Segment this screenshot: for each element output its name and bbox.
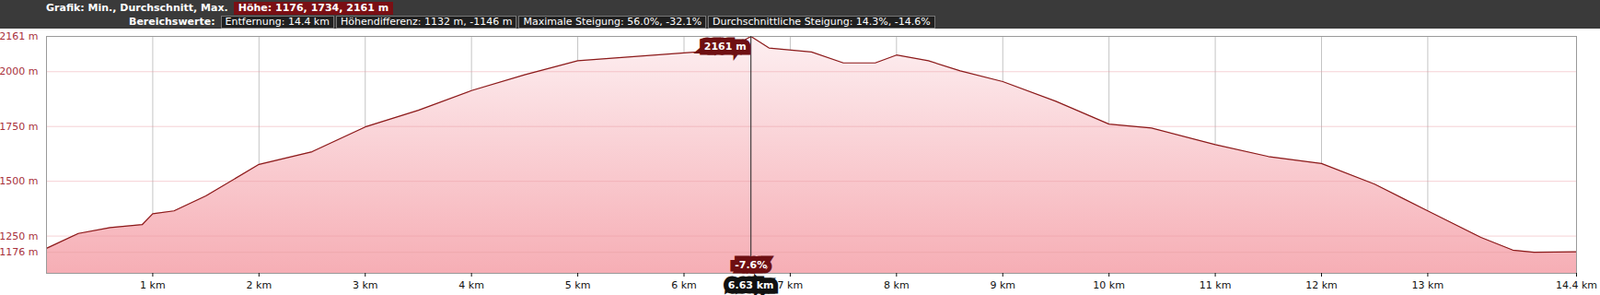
svg-text:2 km: 2 km [246, 278, 273, 291]
svg-text:2000 m: 2000 m [0, 65, 39, 78]
svg-text:1500 m: 1500 m [0, 174, 39, 187]
svg-text:11 km: 11 km [1199, 278, 1232, 291]
svg-text:1750 m: 1750 m [0, 120, 39, 133]
svg-text:9 km: 9 km [989, 278, 1016, 291]
svg-text:13 km: 13 km [1412, 278, 1445, 291]
svg-text:4 km: 4 km [458, 278, 485, 291]
svg-text:1176 m: 1176 m [0, 245, 39, 258]
svg-text:6 km: 6 km [671, 278, 697, 291]
svg-text:12 km: 12 km [1305, 278, 1338, 291]
html-text:Entfernung: 14.4 km: Entfernung: 14.4 km [225, 15, 330, 28]
html-text:Bereichswerte:: Bereichswerte: [128, 15, 216, 28]
html-text:Durchschnittliche Steigung: 14: Durchschnittliche Steigung: 14.3%, -14.6… [712, 15, 931, 28]
svg-text:14.4 km: 14.4 km [1555, 278, 1598, 291]
svg-text:1 km: 1 km [139, 278, 166, 291]
svg-text:10 km: 10 km [1092, 278, 1125, 291]
svg-text:1250 m: 1250 m [0, 230, 39, 243]
html-text:Grafik: Min., Durchschnitt, Ma: Grafik: Min., Durchschnitt, Max. [46, 1, 229, 14]
svg-text:2161 m: 2161 m [0, 30, 39, 43]
html-text:Höhe: 1176, 1734, 2161 m: Höhe: 1176, 1734, 2161 m [238, 1, 389, 14]
svg-text:8 km: 8 km [883, 278, 910, 291]
svg-text:6.63 km: 6.63 km [728, 278, 775, 291]
svg-text:2161 m: 2161 m [704, 40, 747, 53]
svg-text:3 km: 3 km [352, 278, 379, 291]
svg-text:7 km: 7 km [777, 278, 804, 291]
html-text:Höhendifferenz: 1132 m, -1146: Höhendifferenz: 1132 m, -1146 m [340, 15, 513, 28]
svg-text:5 km: 5 km [565, 278, 592, 291]
svg-text:-7.6%: -7.6% [734, 258, 767, 271]
html-text:Maximale Steigung: 56.0%, -32.: Maximale Steigung: 56.0%, -32.1% [523, 15, 702, 28]
